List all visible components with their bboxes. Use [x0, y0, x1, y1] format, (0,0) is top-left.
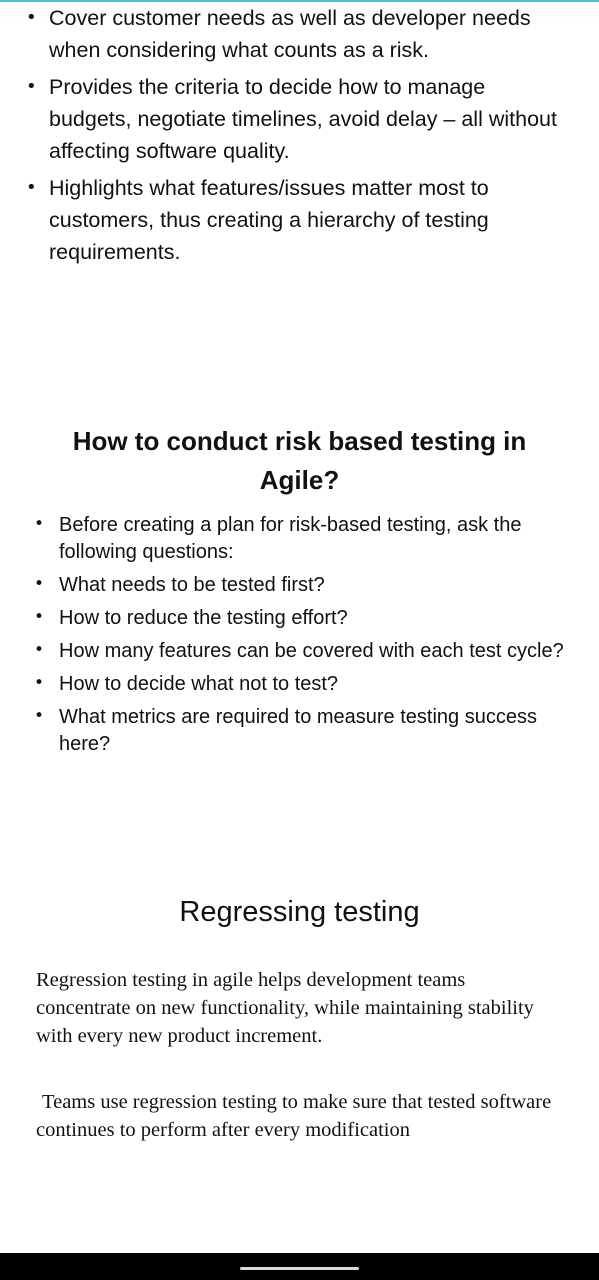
list-item: • How to reduce the testing effort?	[34, 605, 569, 632]
bullet-text: Provides the criteria to decide how to m…	[49, 75, 557, 163]
list-item: • Highlights what features/issues matter…	[26, 172, 566, 268]
bullet-icon: •	[34, 640, 45, 660]
bullet-text: Cover customer needs as well as develope…	[49, 6, 531, 62]
bullet-icon: •	[34, 514, 45, 534]
list-item: • Cover customer needs as well as develo…	[26, 2, 566, 66]
list-item: • How to decide what not to test?	[34, 671, 569, 698]
list-item: • How many features can be covered with …	[34, 638, 569, 665]
bullet-icon: •	[26, 76, 37, 97]
risk-section-heading: How to conduct risk based testing in Agi…	[72, 426, 527, 495]
list-item: • What metrics are required to measure t…	[34, 704, 569, 758]
home-indicator-handle[interactable]	[240, 1267, 359, 1270]
bullet-text: What metrics are required to measure tes…	[59, 706, 537, 755]
list-item: • Before creating a plan for risk-based …	[34, 512, 569, 566]
bullet-text: How to reduce the testing effort?	[59, 607, 348, 629]
bullet-text: What needs to be tested first?	[59, 574, 325, 596]
bullet-icon: •	[34, 706, 45, 726]
top-accent-line	[0, 0, 599, 2]
intro-bullet-list: • Cover customer needs as well as develo…	[26, 2, 566, 273]
risk-question-list: • Before creating a plan for risk-based …	[34, 512, 569, 764]
regression-section-title: Regressing testing	[179, 896, 420, 928]
list-item: • What needs to be tested first?	[34, 572, 569, 599]
bullet-text: How many features can be covered with ea…	[59, 640, 564, 662]
bullet-icon: •	[34, 673, 45, 693]
regression-paragraph-1: Regression testing in agile helps develo…	[36, 969, 534, 1047]
paragraph-text: Teams use regression testing to make sur…	[36, 1091, 552, 1141]
bullet-icon: •	[26, 7, 37, 28]
bullet-text: Before creating a plan for risk-based te…	[59, 514, 522, 563]
bullet-text: Highlights what features/issues matter m…	[49, 176, 489, 264]
bullet-text: How to decide what not to test?	[59, 673, 339, 695]
bullet-icon: •	[34, 607, 45, 627]
bullet-icon: •	[26, 177, 37, 198]
system-navigation-bar	[0, 1253, 599, 1280]
list-item: • Provides the criteria to decide how to…	[26, 71, 566, 167]
bullet-icon: •	[34, 574, 45, 594]
regression-paragraph-2: Teams use regression testing to make sur…	[36, 1088, 576, 1144]
